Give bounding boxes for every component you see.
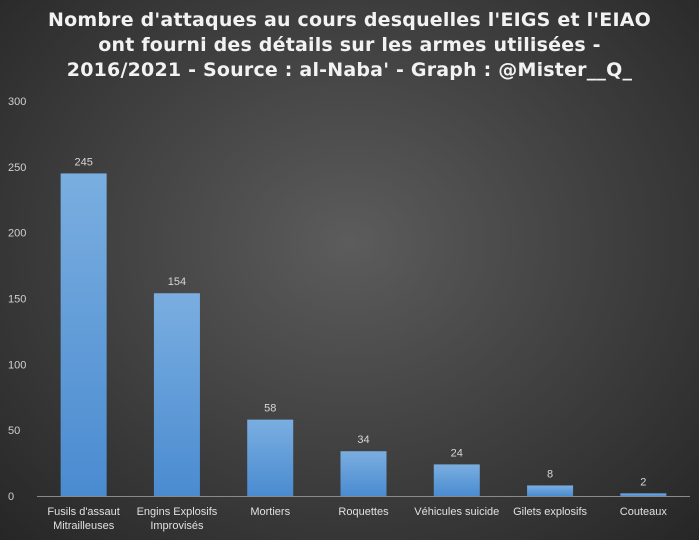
x-axis: Fusils d'assaut Mitrailleuses Engins Explo… [37,496,690,532]
chart-title-line-2: ont fourni des détails sur les armes uti… [98,34,601,56]
y-tick-label: 300 [8,96,26,108]
x-tick-label: Couteaux [620,506,668,518]
data-label: 2 [640,476,646,488]
bar [527,485,574,496]
data-label: 245 [74,156,92,168]
bar [433,464,480,496]
x-tick-label: Véhicules suicide [414,506,499,518]
data-label: 24 [451,447,463,459]
x-tick-label: Fusils d'assaut [47,506,119,518]
chart-title-line-3: 2016/2021 - Source : al-Naba' - Graph : … [66,59,633,81]
y-tick-label: 100 [8,359,26,371]
x-tick-label: Engins Explosifs [137,506,218,518]
x-tick-label: Mortiers [250,506,290,518]
data-label: 34 [357,434,369,446]
bar [340,451,387,496]
y-tick-label: 0 [8,491,14,503]
chart-title-line-1: Nombre d'attaques au cours desquelles l'… [47,9,652,31]
chart-title: Nombre d'attaques au cours desquelles l'… [0,8,699,83]
y-tick-label: 200 [8,228,26,240]
y-axis: 0 50 100 150 200 250 300 [8,96,26,503]
bar [60,173,107,496]
data-label: 8 [547,468,553,480]
y-tick-label: 150 [8,294,26,306]
x-tick-label: Mitrailleuses [53,520,115,532]
bar [247,419,294,496]
bar [620,493,667,496]
x-tick-label: Roquettes [338,506,389,518]
y-tick-label: 50 [8,425,20,437]
data-label: 154 [168,276,186,288]
data-label: 58 [264,403,276,415]
x-tick-label: Gilets explosifs [513,506,587,518]
x-tick-label: Improvisés [150,520,204,532]
bars: 245 154 58 34 24 8 2 [60,156,667,496]
y-tick-label: 250 [8,162,26,174]
bar [153,293,200,496]
